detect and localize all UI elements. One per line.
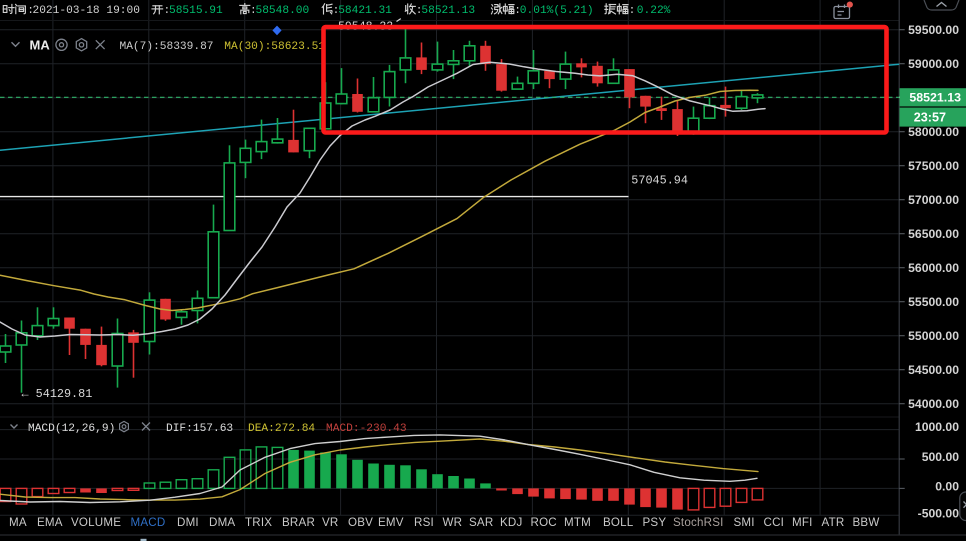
svg-text:-500.00: -500.00	[918, 507, 960, 521]
svg-text:58521.13: 58521.13	[421, 5, 475, 17]
svg-text::: :	[514, 5, 521, 17]
svg-text:0.01%(5.21): 0.01%(5.21)	[520, 5, 594, 17]
svg-text:2021-03-18 19:00: 2021-03-18 19:00	[33, 5, 141, 17]
svg-text:23:57: 23:57	[914, 111, 946, 125]
svg-text:1000.00: 1000.00	[915, 420, 959, 434]
svg-text::: :	[164, 5, 171, 17]
svg-text:MA: MA	[30, 37, 51, 52]
svg-text:0.22%: 0.22%	[637, 5, 671, 17]
svg-text:58548.00: 58548.00	[256, 5, 310, 17]
svg-text::: :	[416, 5, 423, 17]
svg-text::: :	[250, 5, 257, 17]
svg-text::: :	[27, 5, 34, 17]
svg-text:← 54129.81: ← 54129.81	[22, 387, 93, 401]
svg-text:DIF:157.63: DIF:157.63	[166, 423, 233, 435]
svg-text:59000.00: 59000.00	[908, 57, 959, 71]
svg-text::: :	[629, 5, 636, 17]
svg-text:59500.00: 59500.00	[908, 23, 959, 37]
svg-text:57000.00: 57000.00	[908, 193, 959, 207]
svg-text:0.00: 0.00	[935, 480, 959, 494]
svg-text:55000.00: 55000.00	[908, 329, 959, 343]
svg-text:57500.00: 57500.00	[908, 159, 959, 173]
svg-text:57045.94: 57045.94	[631, 174, 688, 188]
svg-text:54000.00: 54000.00	[908, 397, 959, 411]
svg-text:MACD:-230.43: MACD:-230.43	[326, 423, 407, 435]
svg-text:55500.00: 55500.00	[908, 295, 959, 309]
svg-text:500.00: 500.00	[922, 450, 959, 464]
svg-text:56500.00: 56500.00	[908, 227, 959, 241]
svg-text:58515.91: 58515.91	[169, 5, 223, 17]
svg-text:58421.31: 58421.31	[338, 5, 392, 17]
svg-text:MACD(12,26,9): MACD(12,26,9)	[28, 423, 115, 435]
svg-text:DEA:272.84: DEA:272.84	[248, 423, 315, 435]
svg-text:MA(7):58339.87: MA(7):58339.87	[120, 41, 214, 53]
svg-text:54500.00: 54500.00	[908, 363, 959, 377]
svg-text::: :	[333, 5, 340, 17]
svg-text:58521.13: 58521.13	[909, 91, 961, 105]
svg-text:MA(30):58623.51: MA(30):58623.51	[224, 41, 325, 53]
svg-text:58000.00: 58000.00	[908, 125, 959, 139]
svg-text:56000.00: 56000.00	[908, 261, 959, 275]
